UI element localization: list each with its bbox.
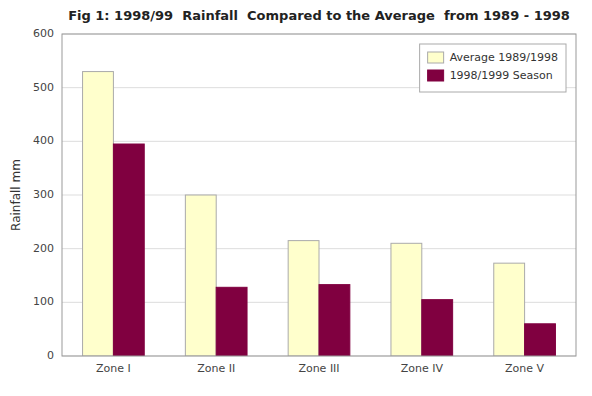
x-tick-label: Zone III	[298, 362, 339, 375]
legend-swatch	[428, 52, 444, 63]
x-tick-label: Zone II	[197, 362, 235, 375]
y-tick-label: 500	[33, 81, 54, 94]
bar	[319, 285, 350, 356]
y-tick-label: 300	[33, 188, 54, 201]
bar	[422, 300, 453, 356]
bar	[494, 263, 525, 356]
title: Fig 1: 1998/99 Rainfall Compared to the …	[68, 8, 570, 23]
legend-box	[420, 44, 566, 92]
x-tick-label: Zone V	[505, 362, 545, 375]
x-tick-label: Zone IV	[401, 362, 444, 375]
y-tick-label: 100	[33, 295, 54, 308]
legend-label: Average 1989/1998	[450, 51, 558, 64]
y-tick-label: 0	[47, 349, 54, 362]
legend-swatch	[428, 70, 444, 81]
bar	[113, 144, 144, 356]
legend-label: 1998/1999 Season	[450, 69, 553, 82]
bar	[391, 243, 422, 356]
plot-frame	[62, 34, 576, 356]
x-tick-label: Zone I	[96, 362, 131, 375]
grid	[62, 34, 576, 356]
bar	[83, 72, 114, 356]
bar	[185, 195, 216, 356]
plot-area	[62, 34, 576, 356]
y-tick-label: 600	[33, 27, 54, 40]
legend: Average 1989/1998 1998/1999 Season	[420, 44, 566, 92]
chart: 0 100 200 300 400 500 600 Zone I Zone II Zone III…	[0, 0, 592, 396]
y-tick-label: 200	[33, 242, 54, 255]
y-tick-label: 400	[33, 134, 54, 147]
bars	[83, 72, 556, 356]
bar	[525, 324, 556, 356]
grid-line	[62, 141, 576, 142]
bar	[288, 241, 319, 356]
y-axis-label: Rainfall mm	[9, 159, 23, 231]
bar	[216, 287, 247, 356]
